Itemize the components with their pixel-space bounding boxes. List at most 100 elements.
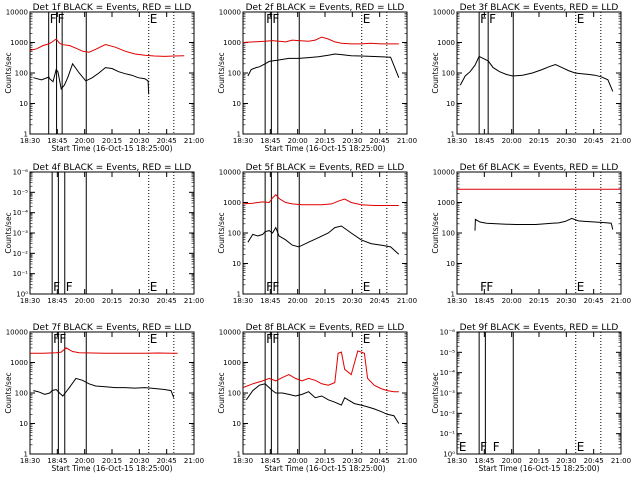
x-tick-label: 20:45 (584, 457, 604, 465)
x-tick-label: 18:45 (260, 137, 280, 145)
x-tick-label: 18:30 (233, 137, 253, 145)
event-marker-label: F (493, 440, 500, 454)
plot-frame (242, 171, 408, 295)
x-tick-label: 18:30 (447, 457, 467, 465)
y-tick-label: 10000 (219, 169, 241, 177)
detector-panel: Det 5f BLACK = Events, RED = LLD Counts/s… (217, 163, 417, 305)
event-marker-label: F (53, 332, 60, 346)
x-tick-label: 20:30 (556, 457, 576, 465)
x-tick-label: 20:15 (315, 137, 335, 145)
panel-title: Det 8f BLACK = Events, RED = LLD (246, 323, 405, 333)
y-axis-label: Counts/sec (217, 212, 226, 253)
x-tick-label: 20:00 (502, 457, 522, 465)
event-marker-label: F (489, 12, 496, 26)
panel-title: Det 5f BLACK = Events, RED = LLD (246, 163, 405, 173)
y-tick-label: 1 (451, 291, 455, 299)
y-tick-label: 10 (19, 100, 28, 108)
x-tick-label: 20:45 (157, 457, 177, 465)
x-tick-label: 20:30 (129, 297, 149, 305)
y-tick-label: 10 (19, 420, 28, 428)
x-tick-label: 20:15 (102, 297, 122, 305)
event-marker-label: E (577, 280, 585, 294)
panel-title: Det 9f BLACK = Events, RED = LLD (460, 323, 619, 333)
y-tick-label: 1000 (437, 39, 455, 47)
event-marker-label: F (266, 280, 273, 294)
x-tick-label: 20:45 (584, 297, 604, 305)
x-tick-label: 18:30 (20, 137, 40, 145)
events-series-line (33, 62, 150, 95)
x-tick-label: 18:45 (474, 457, 494, 465)
x-tick-label: 20:30 (342, 297, 362, 305)
x-tick-label: 20:15 (529, 297, 549, 305)
panel-title: Det 1f BLACK = Events, RED = LLD (33, 3, 192, 13)
y-tick-label: 10000 (6, 9, 28, 17)
y-tick-label: 10⁻⁴ (440, 369, 456, 377)
y-tick-label: 10 (446, 100, 455, 108)
x-tick-label: 20:15 (529, 137, 549, 145)
x-tick-label: 18:30 (233, 297, 253, 305)
panel-title: Det 3f BLACK = Events, RED = LLD (460, 3, 619, 13)
y-tick-label: 10000 (6, 329, 28, 337)
plot-frame (29, 171, 195, 295)
event-marker-label: F (58, 12, 65, 26)
event-marker-label: F (486, 280, 493, 294)
x-tick-label: 21:00 (611, 137, 631, 145)
plot-frame (242, 331, 408, 455)
event-marker-label: F (480, 440, 487, 454)
y-axis-label: Counts/sec (217, 372, 226, 413)
y-axis-label: Counts/sec (4, 372, 13, 413)
lld-series-line (30, 347, 178, 354)
x-tick-label: 20:00 (502, 137, 522, 145)
event-marker-label: E (363, 332, 371, 346)
x-tick-label: 20:15 (102, 457, 122, 465)
x-tick-label: 20:00 (75, 137, 95, 145)
y-tick-label: 1000 (10, 39, 28, 47)
x-tick-label: 20:30 (129, 457, 149, 465)
x-tick-label: 20:15 (529, 457, 549, 465)
x-tick-label: 20:30 (342, 137, 362, 145)
y-tick-label: 1000 (437, 199, 455, 207)
x-tick-label: 20:15 (315, 297, 335, 305)
y-tick-label: 1 (237, 131, 241, 139)
y-tick-label: 10⁻⁵ (440, 349, 456, 357)
x-tick-label: 20:45 (370, 457, 390, 465)
y-tick-label: 10⁻⁴ (13, 209, 29, 217)
detector-panel: Det 8f BLACK = Events, RED = LLD Counts/s… (217, 323, 417, 473)
y-tick-label: 1 (24, 131, 28, 139)
y-tick-label: 100 (228, 70, 241, 78)
detector-panel: Det 3f BLACK = Events, RED = LLD Counts/s… (431, 3, 631, 145)
plot-frame (456, 171, 622, 295)
detector-panel: Det 4f BLACK = Events, RED = LLD Counts/s… (4, 163, 204, 305)
x-tick-label: 21:00 (397, 137, 417, 145)
panel-title: Det 7f BLACK = Events, RED = LLD (33, 323, 192, 333)
x-tick-label: 20:45 (157, 297, 177, 305)
y-axis-label: Counts/sec (4, 52, 13, 93)
detector-panel: Det 9f BLACK = Events, RED = LLD Counts/s… (431, 323, 631, 473)
x-tick-label: 20:30 (556, 297, 576, 305)
y-tick-label: 100 (228, 230, 241, 238)
x-tick-label: 20:45 (157, 137, 177, 145)
y-tick-label: 10 (446, 260, 455, 268)
y-tick-label: 10⁻² (13, 250, 29, 258)
x-tick-label: 18:30 (447, 137, 467, 145)
x-tick-label: 18:30 (20, 297, 40, 305)
y-tick-label: 1000 (10, 359, 28, 367)
y-axis-label: Counts/sec (217, 52, 226, 93)
y-tick-label: 100 (442, 230, 455, 238)
y-axis-label: Counts/sec (431, 212, 440, 253)
y-tick-label: 10 (232, 420, 241, 428)
plot-frame (456, 331, 622, 455)
y-axis-label: Counts/sec (4, 212, 13, 253)
x-tick-label: 20:00 (75, 297, 95, 305)
plot-frame (29, 331, 195, 455)
x-tick-label: 20:30 (342, 457, 362, 465)
lld-series-line (29, 38, 185, 57)
lld-series-line (242, 350, 399, 393)
events-series-line (245, 383, 400, 424)
y-tick-label: 1000 (223, 39, 241, 47)
detector-panel: Det 2f BLACK = Events, RED = LLD Counts/s… (217, 3, 417, 153)
x-tick-label: 20:00 (288, 137, 308, 145)
x-tick-label: 20:45 (370, 297, 390, 305)
x-tick-label: 21:00 (184, 457, 204, 465)
events-series-line (33, 377, 175, 398)
